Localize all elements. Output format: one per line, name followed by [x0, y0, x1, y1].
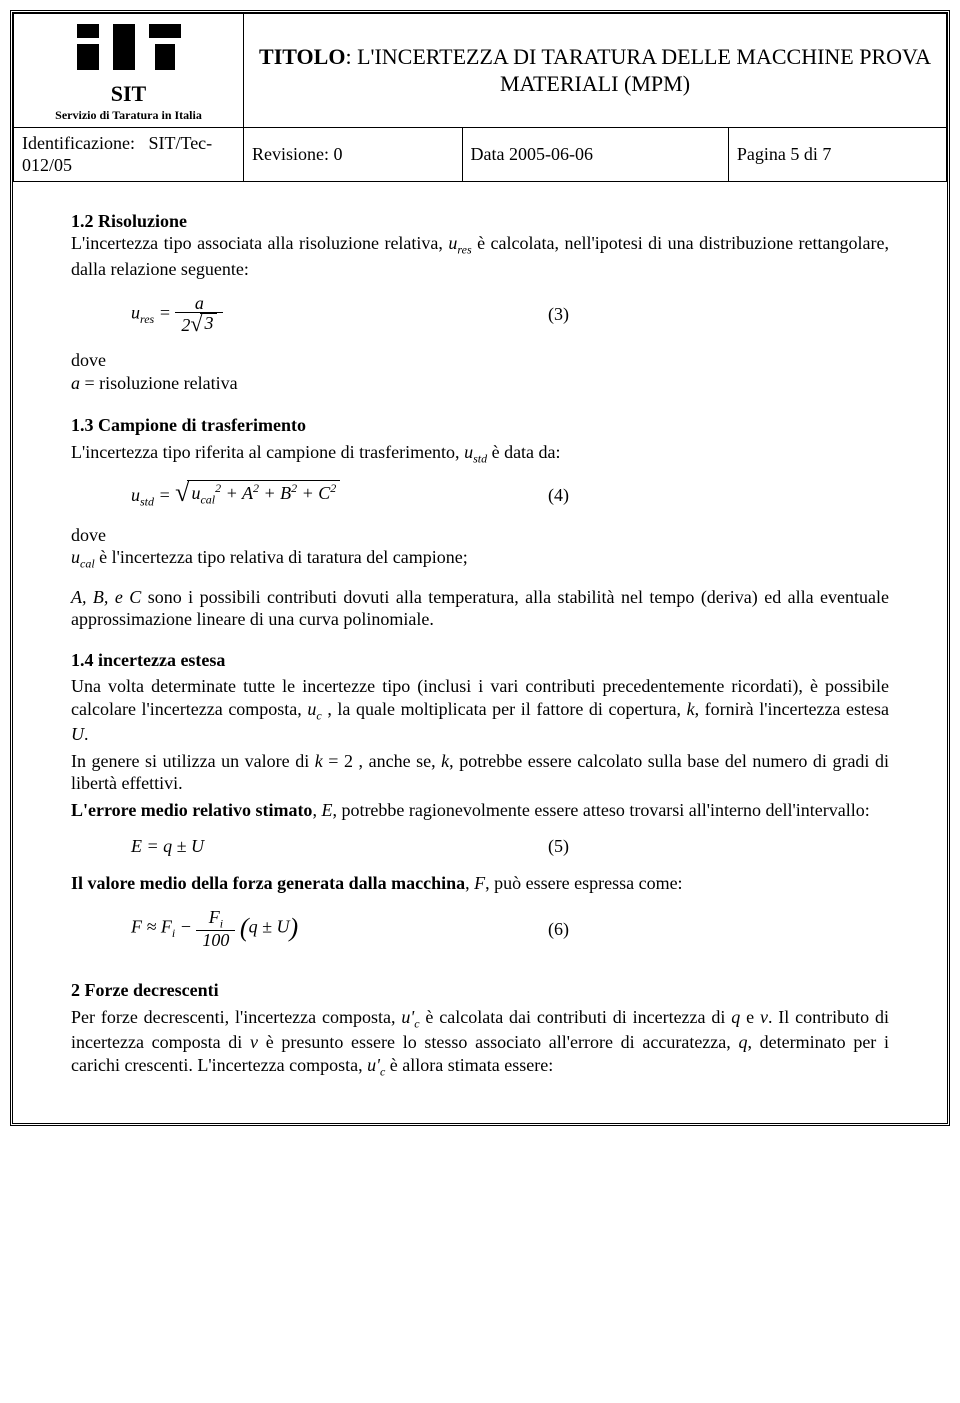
eq6-body: F ≈ Fi − Fi 100 (q ± U) [131, 908, 298, 949]
s14-p3: L'errore medio relativo stimato, E, potr… [71, 799, 889, 822]
eq5-body: E = q ± U [131, 835, 204, 858]
section-1-2: 1.2 Risoluzione L'incertezza tipo associ… [71, 210, 889, 281]
document-title: TITOLO: L'INCERTEZZA DI TARATURA DELLE M… [244, 14, 947, 128]
ident-label: Identificazione: [22, 133, 135, 153]
header-table: SIT Servizio di Taratura in Italia TITOL… [13, 13, 947, 182]
s12-p1a: L'incertezza tipo associata alla risoluz… [71, 233, 448, 253]
s12-dove: dove a = risoluzione relativa [71, 349, 889, 394]
equation-3: ures = a 2√3 (3) [131, 294, 889, 335]
date-cell: Data 2005-06-06 [462, 127, 728, 181]
s14-p2: In genere si utilizza un valore di k = 2… [71, 750, 889, 795]
document-frame: SIT Servizio di Taratura in Italia TITOL… [10, 10, 950, 1126]
s13-p1: L'incertezza tipo riferita al campione d… [71, 441, 889, 467]
ures-sym: ures [448, 233, 471, 253]
eq4-number: (4) [548, 484, 889, 507]
eq3-body: ures = a 2√3 [131, 294, 223, 335]
page-content: 1.2 Risoluzione L'incertezza tipo associ… [13, 182, 947, 1124]
s13-p2: A, B, e C sono i possibili contributi do… [71, 586, 889, 631]
s14-p1: Una volta determinate tutte le incertezz… [71, 675, 889, 746]
sit-subtitle: Servizio di Taratura in Italia [22, 108, 235, 123]
page-cell: Pagina 5 di 7 [728, 127, 946, 181]
s14-p4: Il valore medio della forza generata dal… [71, 872, 889, 895]
s12-heading: 1.2 Risoluzione [71, 211, 187, 231]
eq5-number: (5) [548, 835, 889, 858]
sit-label: SIT [22, 80, 235, 108]
sit-logo-icon [69, 18, 189, 74]
s2-heading: 2 Forze decrescenti [71, 979, 889, 1002]
equation-4: ustd = √ ucal2 + A2 + B2 + C2 (4) [131, 480, 889, 510]
identification-cell: Identificazione: SIT/Tec-012/05 [14, 127, 244, 181]
s13-heading: 1.3 Campione di trasferimento [71, 414, 889, 437]
eq6-number: (6) [548, 918, 889, 941]
s13-dove: dove ucal è l'incertezza tipo relativa d… [71, 524, 889, 572]
title-body: : L'INCERTEZZA DI TARATURA DELLE MACCHIN… [345, 44, 931, 97]
eq3-number: (3) [548, 303, 889, 326]
logo-cell: SIT Servizio di Taratura in Italia [14, 14, 244, 128]
s14-heading: 1.4 incertezza estesa [71, 649, 889, 672]
eq4-body: ustd = √ ucal2 + A2 + B2 + C2 [131, 480, 340, 510]
title-prefix: TITOLO [259, 44, 345, 69]
s2-p1: Per forze decrescenti, l'incertezza comp… [71, 1006, 889, 1080]
revision-cell: Revisione: 0 [244, 127, 463, 181]
equation-5: E = q ± U (5) [131, 835, 889, 858]
equation-6: F ≈ Fi − Fi 100 (q ± U) (6) [131, 908, 889, 949]
